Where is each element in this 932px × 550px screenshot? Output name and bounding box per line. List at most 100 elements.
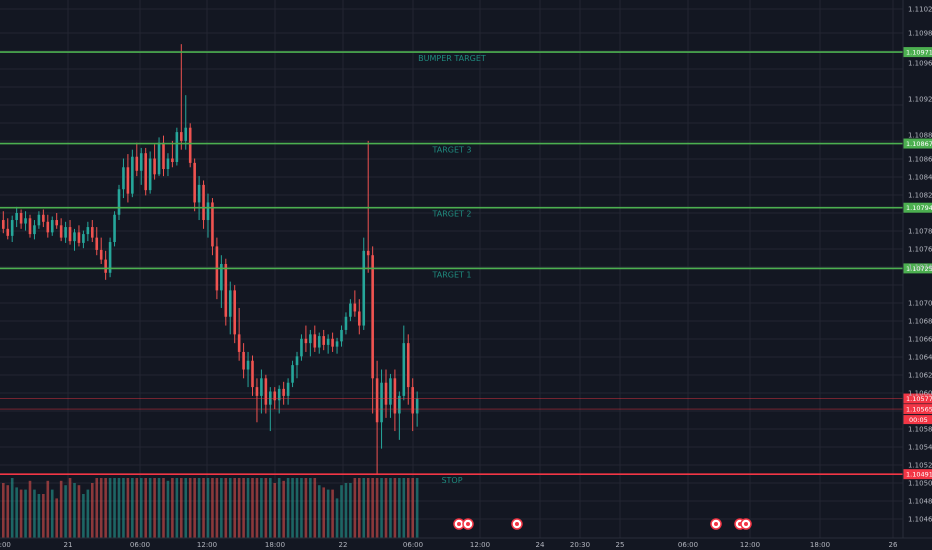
candle-body bbox=[10, 220, 14, 236]
time-tick-label: 0:00 bbox=[0, 541, 11, 549]
candle-body bbox=[206, 202, 210, 221]
candle-body bbox=[260, 378, 263, 396]
candle-body bbox=[415, 398, 419, 414]
candle-body bbox=[99, 249, 103, 260]
volume-bar bbox=[393, 478, 397, 538]
level-badge bbox=[903, 263, 932, 274]
volume-bar bbox=[50, 489, 54, 538]
volume-bar bbox=[415, 478, 419, 538]
price-tick-label: 1.10820 bbox=[908, 192, 932, 200]
time-tick-label: 06:00 bbox=[403, 541, 423, 549]
candle-body bbox=[82, 234, 85, 243]
time-tick-label: 21 bbox=[64, 541, 73, 549]
candle-body bbox=[175, 132, 179, 162]
volume-bar bbox=[313, 478, 317, 538]
candle-body bbox=[362, 250, 366, 326]
volume-bar bbox=[264, 478, 268, 538]
candle-body bbox=[50, 220, 54, 233]
candle-body bbox=[335, 341, 339, 347]
candle-body bbox=[375, 378, 379, 423]
volume-bar bbox=[139, 478, 143, 538]
candle-body bbox=[77, 232, 81, 243]
price-tick-label: 1.10740 bbox=[908, 264, 932, 272]
candle-body bbox=[255, 387, 259, 396]
volume-bar bbox=[362, 478, 366, 538]
volume-bar bbox=[206, 478, 210, 538]
candles bbox=[2, 44, 419, 476]
price-tick-label: 1.10880 bbox=[908, 132, 932, 140]
volume-bar bbox=[211, 478, 214, 538]
volume-bar bbox=[108, 478, 112, 538]
candle-body bbox=[73, 232, 76, 242]
volume-bar bbox=[340, 485, 343, 538]
volume-bar bbox=[228, 478, 232, 538]
volume-bar bbox=[398, 478, 401, 538]
candle-body bbox=[251, 360, 254, 388]
volume-bar bbox=[375, 478, 379, 538]
candle-body bbox=[309, 334, 312, 344]
time-tick-label: 22 bbox=[339, 541, 348, 549]
candle-body bbox=[220, 264, 223, 291]
candle-body bbox=[233, 290, 236, 335]
price-tick-label: 1.10480 bbox=[908, 498, 932, 506]
candle-body bbox=[153, 158, 156, 175]
volume-bar bbox=[317, 485, 321, 538]
volume-bar bbox=[237, 478, 241, 538]
volume-bar bbox=[353, 478, 357, 538]
candle-body bbox=[193, 162, 196, 203]
volume-bar bbox=[233, 478, 236, 538]
event-markers[interactable] bbox=[453, 518, 752, 530]
level-badge-text: 1.10491 bbox=[906, 471, 932, 479]
price-axis[interactable]: 1.110201.109801.109601.109201.108801.108… bbox=[902, 0, 932, 538]
candle-body bbox=[286, 382, 290, 396]
candle-body bbox=[273, 391, 277, 401]
volume-bar bbox=[371, 478, 374, 538]
candle-body bbox=[228, 290, 232, 317]
volume-bar bbox=[131, 478, 134, 538]
volume-bar bbox=[406, 478, 410, 538]
candle-body bbox=[28, 218, 32, 235]
candle-body bbox=[331, 338, 334, 347]
candle-body bbox=[19, 213, 23, 224]
candle-body bbox=[211, 202, 214, 247]
price-tick-label: 1.10620 bbox=[908, 372, 932, 380]
level-label: BUMPER TARGET bbox=[418, 54, 486, 63]
candle-body bbox=[33, 225, 36, 235]
candle-body bbox=[144, 153, 147, 191]
volume-bar bbox=[344, 483, 348, 538]
volume-bar bbox=[42, 494, 45, 538]
volume-bar bbox=[358, 478, 361, 538]
volume-bar bbox=[15, 487, 18, 538]
volume-bars bbox=[2, 478, 419, 538]
event-icon-dot bbox=[466, 522, 470, 526]
event-icon-dot bbox=[714, 522, 718, 526]
volume-bar bbox=[33, 489, 36, 538]
candle-body bbox=[148, 158, 152, 191]
volume-bar bbox=[68, 478, 72, 538]
candle-body bbox=[269, 391, 272, 405]
candle-body bbox=[55, 220, 58, 226]
volume-bar bbox=[366, 478, 370, 538]
candle-body bbox=[295, 356, 299, 366]
candle-body bbox=[344, 316, 348, 330]
candle-body bbox=[384, 382, 388, 405]
time-axis[interactable]: 0:00 21 06:00 12:00 18:00 22 06:00 12:00 24 20:30… bbox=[0, 537, 932, 549]
candle-body bbox=[237, 334, 241, 352]
volume-bar bbox=[122, 478, 125, 538]
candle-body bbox=[202, 184, 205, 221]
price-tick-label: 1.10640 bbox=[908, 354, 932, 362]
candle-body bbox=[113, 214, 116, 243]
volume-bar bbox=[86, 489, 90, 538]
candle-body bbox=[277, 388, 281, 401]
volume-bar bbox=[46, 480, 50, 538]
volume-bar bbox=[95, 478, 99, 538]
price-tick-label: 1.10680 bbox=[908, 318, 932, 326]
price-tick-label: 1.10580 bbox=[908, 426, 932, 434]
candle-body bbox=[24, 218, 27, 224]
volume-bar bbox=[331, 489, 334, 538]
candle-body bbox=[402, 343, 406, 396]
candle-body bbox=[95, 237, 99, 250]
